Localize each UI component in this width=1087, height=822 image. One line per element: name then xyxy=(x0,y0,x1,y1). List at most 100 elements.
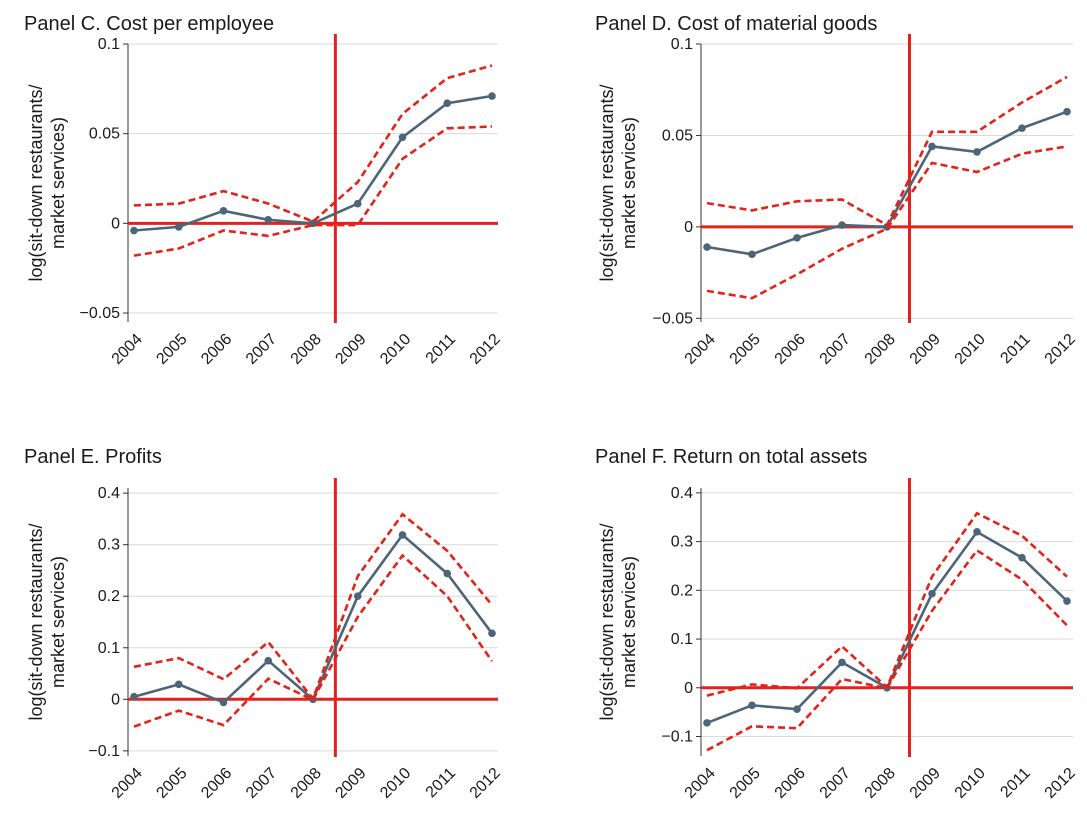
y-tick-label: −0.05 xyxy=(80,305,121,322)
x-tick-label: 2011 xyxy=(423,331,459,367)
x-tick-label: 2006 xyxy=(198,765,235,802)
data-point xyxy=(443,569,452,578)
data-point xyxy=(353,592,362,601)
series-ci-lower xyxy=(133,125,493,257)
x-tick-label: 2005 xyxy=(727,331,764,368)
series-ci-lower xyxy=(133,553,494,728)
series-estimate xyxy=(706,110,1068,256)
y-axis-label: log(sit-down restaurants/market services… xyxy=(26,84,68,281)
chart-panel-4: Panel F. Return on total assets 0.4 0.3 0.2… xyxy=(595,446,1079,802)
x-tick-label: 2012 xyxy=(1042,765,1079,802)
chart-title: Panel D. Cost of material goods xyxy=(595,13,877,35)
x-tick-label: 2004 xyxy=(682,765,719,802)
x-tick-label: 2009 xyxy=(907,765,944,802)
x-tick-label: 2004 xyxy=(682,331,719,368)
data-point xyxy=(398,133,407,142)
x-tick-label: 2008 xyxy=(862,765,899,802)
y-tick-label: 0.4 xyxy=(98,485,120,502)
y-axis-label-line-2: market services) xyxy=(619,556,639,688)
data-point xyxy=(928,589,936,598)
data-point xyxy=(748,701,756,710)
chart-title: Panel E. Profits xyxy=(24,446,162,468)
x-tick-label: 2012 xyxy=(467,331,504,368)
data-point xyxy=(838,221,846,229)
y-axis-label-line-1: log(sit-down restaurants/ xyxy=(26,523,46,720)
x-tick-label: 2011 xyxy=(997,331,1033,367)
data-point xyxy=(838,658,846,667)
y-axis-label: log(sit-down restaurants/market services… xyxy=(597,523,639,720)
series-ci-upper xyxy=(706,511,1068,697)
data-point xyxy=(973,148,981,156)
x-tick-label: 2010 xyxy=(952,331,989,368)
data-point xyxy=(703,719,711,727)
series-ci-upper xyxy=(706,75,1068,227)
data-point xyxy=(443,99,452,107)
y-tick-label: 0.05 xyxy=(662,127,693,144)
x-tick-label: 2006 xyxy=(198,331,235,368)
series-ci-lower xyxy=(706,145,1068,300)
data-point xyxy=(793,234,801,242)
series-ci-lower xyxy=(706,548,1068,752)
data-point xyxy=(174,680,183,689)
y-tick-label: −0.1 xyxy=(661,729,693,746)
x-tick-label: 2006 xyxy=(772,765,809,802)
x-tick-label: 2010 xyxy=(377,765,414,802)
x-tick-label: 2005 xyxy=(153,765,190,802)
data-point xyxy=(1063,597,1071,605)
y-tick-label: 0.1 xyxy=(98,640,120,657)
series-ci-upper xyxy=(133,512,494,702)
x-tick-label: 2010 xyxy=(952,765,989,802)
data-point xyxy=(264,215,273,224)
y-tick-label: 0 xyxy=(111,215,120,232)
data-point xyxy=(219,698,228,707)
y-tick-label: 0.05 xyxy=(89,126,120,143)
chart-title: Panel C. Cost per employee xyxy=(24,13,274,35)
x-tick-label: 2011 xyxy=(423,765,459,801)
data-point xyxy=(1018,553,1026,562)
y-axis-label-line-1: log(sit-down restaurants/ xyxy=(597,84,617,281)
series-ci-upper xyxy=(133,64,493,224)
data-point xyxy=(793,705,801,714)
x-tick-label: 2009 xyxy=(332,331,369,368)
x-tick-label: 2006 xyxy=(772,331,809,368)
y-tick-label: −0.1 xyxy=(88,743,120,760)
x-tick-label: 2010 xyxy=(377,331,414,368)
x-tick-label: 2004 xyxy=(109,331,146,368)
series-estimate xyxy=(133,94,493,232)
data-point xyxy=(488,92,496,100)
data-point xyxy=(174,223,183,231)
y-tick-label: 0 xyxy=(684,219,693,236)
x-tick-label: 2007 xyxy=(817,765,854,802)
x-tick-label: 2011 xyxy=(997,765,1033,801)
y-axis-label: log(sit-down restaurants/market services… xyxy=(26,523,68,720)
y-axis-label-line-2: market services) xyxy=(48,117,68,249)
data-point xyxy=(748,250,756,259)
data-point xyxy=(130,226,138,235)
y-axis-label-line-1: log(sit-down restaurants/ xyxy=(597,523,617,720)
data-point xyxy=(928,142,936,151)
series-estimate xyxy=(706,530,1068,725)
y-axis-label: log(sit-down restaurants/market services… xyxy=(597,84,639,281)
series-estimate xyxy=(133,532,494,704)
y-tick-label: 0.1 xyxy=(98,36,120,53)
x-tick-label: 2008 xyxy=(288,765,325,802)
data-point xyxy=(1018,124,1026,132)
x-tick-label: 2009 xyxy=(907,331,944,368)
y-tick-label: 0.1 xyxy=(671,36,693,53)
chart-panel-3: Panel E. Profits 0.4 0.3 0.2 0.1 0 −0.1 log(sit… xyxy=(24,446,504,802)
x-tick-label: 2007 xyxy=(817,331,854,368)
y-tick-label: 0.2 xyxy=(98,588,120,605)
y-axis-label-line-2: market services) xyxy=(619,117,639,249)
data-point xyxy=(130,692,138,701)
data-point xyxy=(264,656,273,665)
x-tick-label: 2004 xyxy=(109,765,146,802)
y-tick-label: 0 xyxy=(684,680,693,697)
data-point xyxy=(398,531,407,539)
x-tick-label: 2008 xyxy=(862,331,899,368)
x-tick-label: 2007 xyxy=(243,765,280,802)
data-point xyxy=(488,629,496,638)
data-point xyxy=(973,528,981,536)
